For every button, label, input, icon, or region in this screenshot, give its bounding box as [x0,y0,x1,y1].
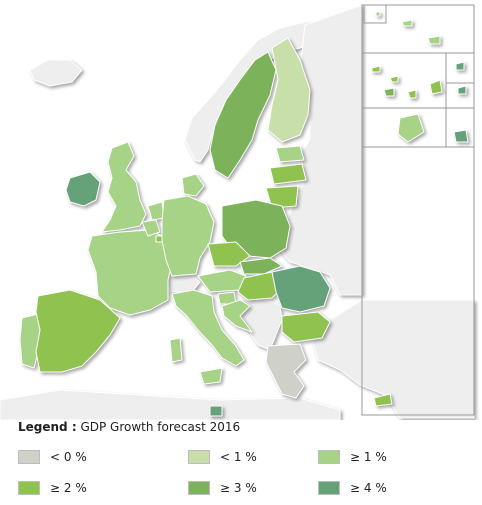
country-greece [265,343,307,399]
country-belgium [141,219,161,237]
legend-label-lt0: < 0 % [50,450,87,464]
country-netherlands [147,201,165,221]
country-estonia [275,145,305,163]
country-sicily [199,367,223,385]
country-germany [161,195,215,277]
legend-subtitle: GDP Growth forecast 2016 [80,420,241,434]
country-croatia [221,299,253,333]
country-switzerland [164,273,201,293]
legend-label-ge2: ≥ 2 % [50,481,87,495]
country-italy [171,289,245,367]
inset-guiana [397,113,425,143]
country-lithuania [265,185,299,209]
country-north-africa [0,389,341,420]
inset-azores [375,11,441,45]
inset-frames [361,4,475,416]
country-turkey [311,299,475,419]
non-member-land [0,4,475,420]
legend-label-lt1: < 1 % [220,450,257,464]
legend-label-ge3: ≥ 3 % [220,481,257,495]
legend-item-lt1: < 1 % [188,449,257,465]
country-latvia [269,163,307,185]
country-sweden [209,51,277,179]
legend-title: Legend : GDP Growth forecast 2016 [18,420,240,434]
member-countries [19,37,393,417]
inset-madeira [383,87,395,97]
country-austria [197,269,247,293]
inset-caribbean [455,61,467,95]
country-finland [267,37,311,143]
legend-swatch-ge2 [18,481,40,495]
legend-item-ge2: ≥ 2 % [18,480,87,496]
legend-label-ge4: ≥ 4 % [350,481,387,495]
legend-label-ge1: ≥ 1 % [350,450,387,464]
country-luxembourg [155,235,163,243]
inset-reunion [453,129,469,143]
legend-swatch-ge3 [188,481,210,495]
country-iceland [29,59,83,87]
legend-swatch-ge4 [318,481,340,495]
legend-swatch-lt0 [18,450,40,464]
legend-label: Legend : [18,420,77,434]
country-bulgaria [281,311,331,343]
country-denmark [181,173,205,197]
country-cyprus [373,393,393,407]
legend-item-ge4: ≥ 4 % [318,480,387,496]
country-czech-republic [207,241,251,267]
country-slovakia [239,257,283,275]
country-united-kingdom [101,141,147,233]
country-malta [209,405,223,417]
country-romania [271,265,331,313]
legend-swatch-ge1 [318,450,340,464]
country-ireland [65,171,101,207]
legend-item-ge1: ≥ 1 % [318,449,387,465]
legend-swatch-lt1 [188,450,210,464]
inset-canary [371,65,443,99]
legend-item-ge3: ≥ 3 % [188,480,257,496]
europe-map [0,4,475,420]
country-spain [35,289,121,373]
inset-islands [371,11,469,143]
country-sardinia [169,337,183,363]
legend-item-lt0: < 0 % [18,449,87,465]
